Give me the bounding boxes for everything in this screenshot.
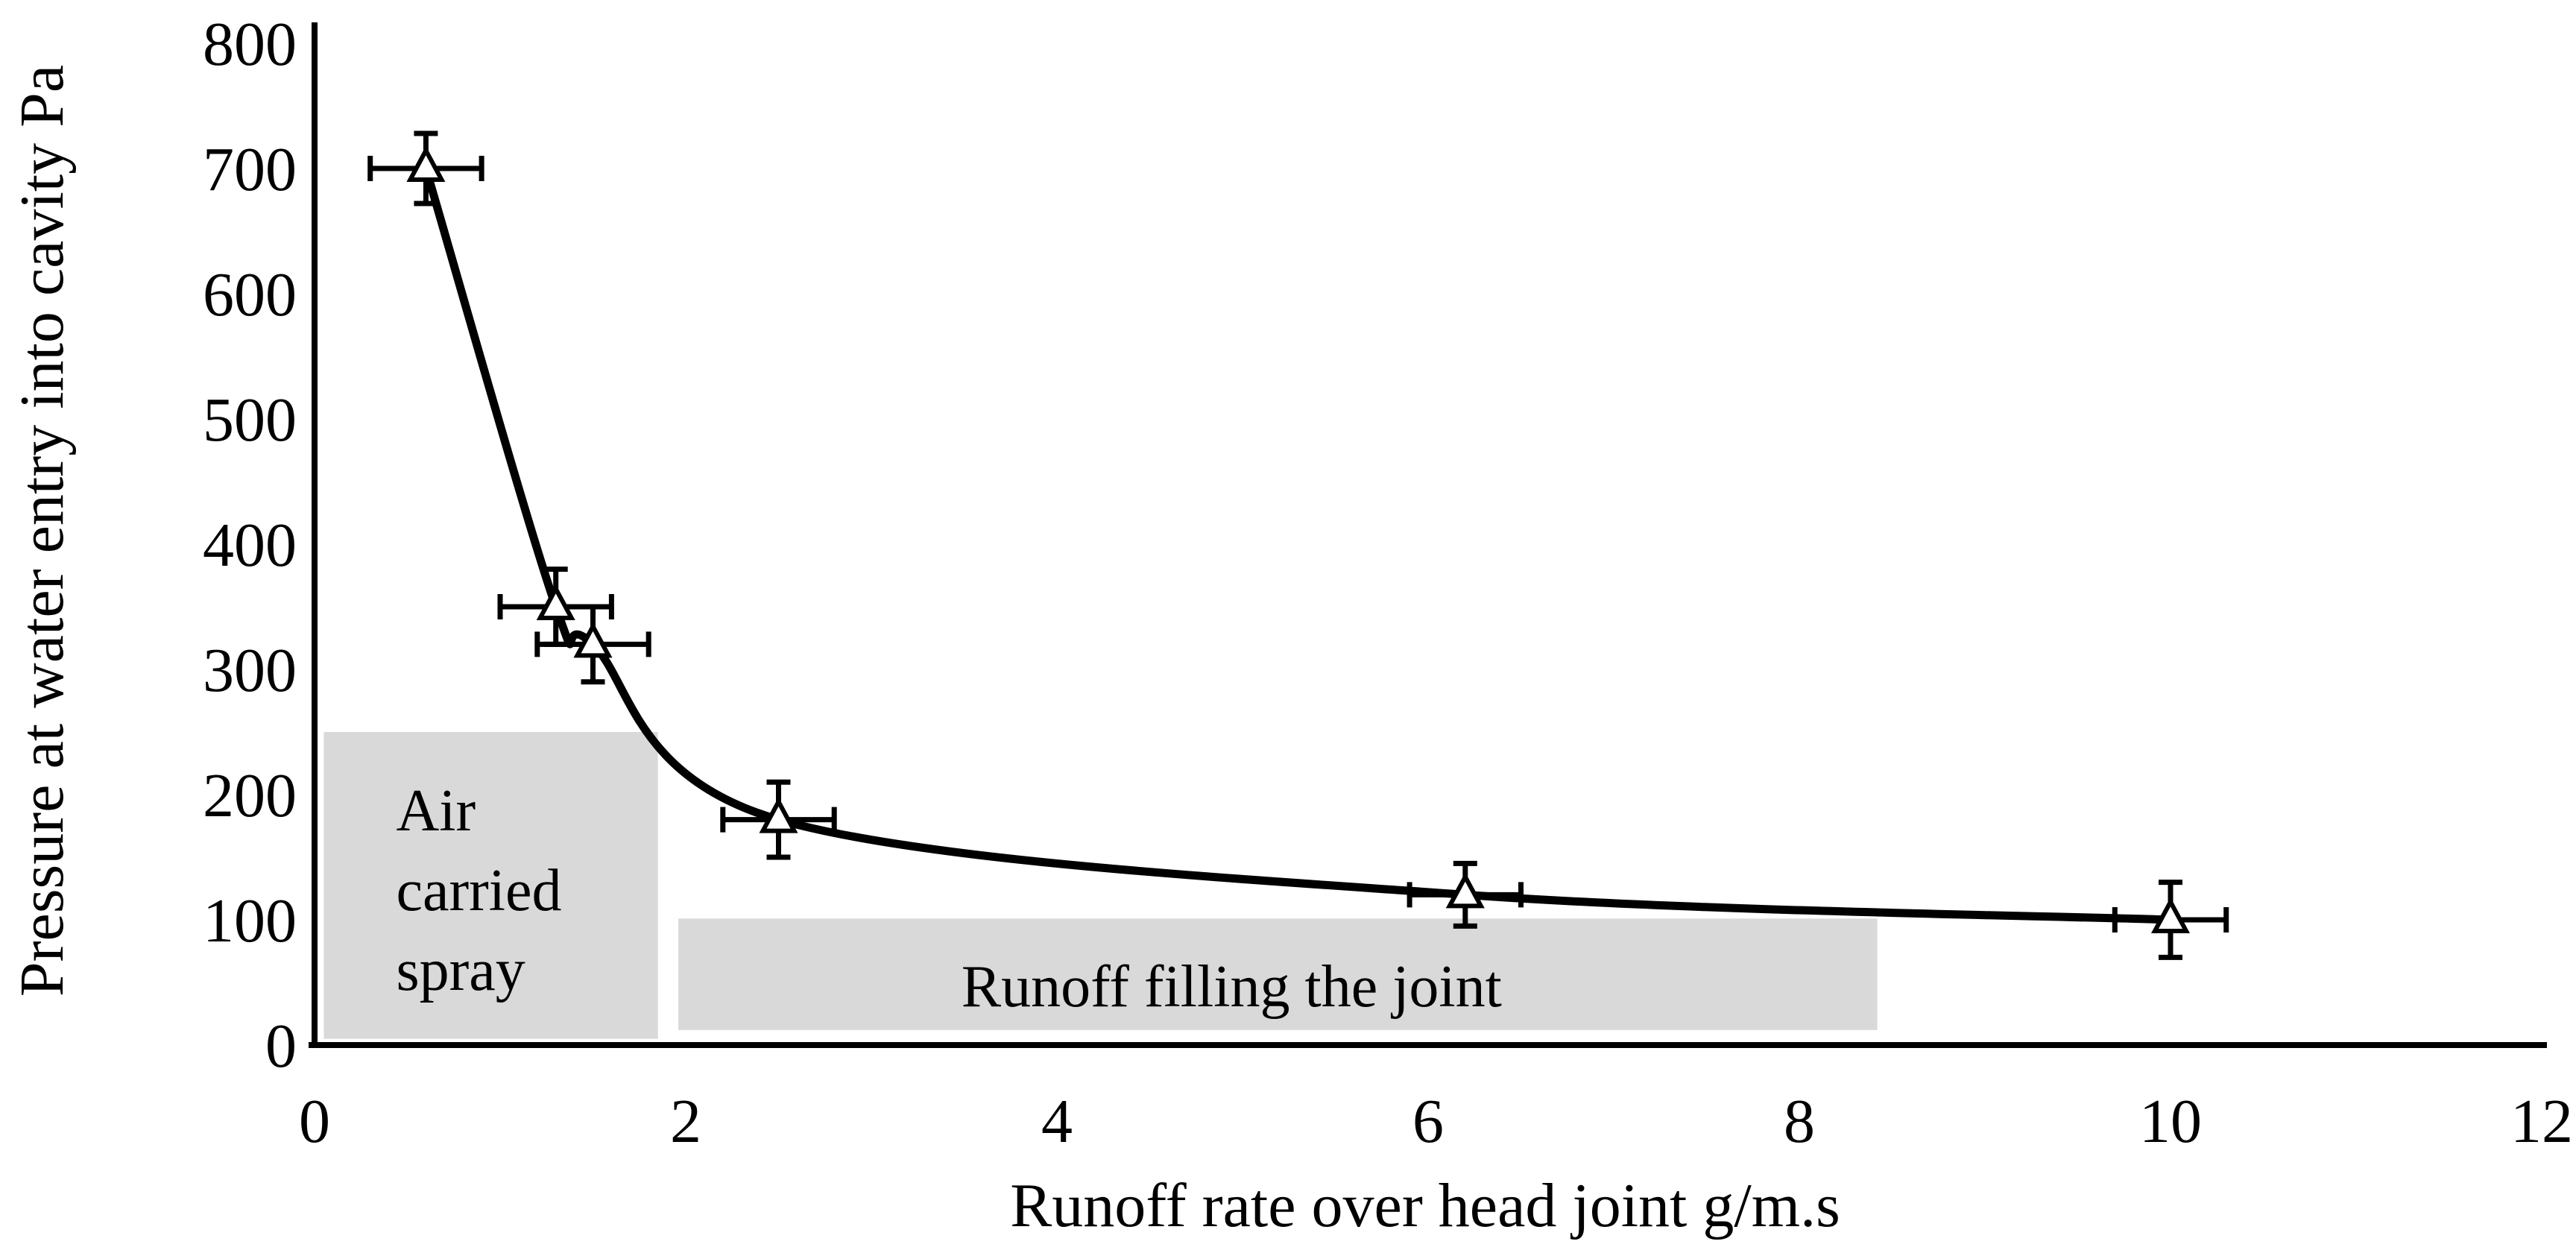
data-point-marker bbox=[2150, 897, 2191, 933]
x-tick-label: 0 bbox=[299, 1087, 330, 1156]
x-tick-label: 4 bbox=[1041, 1087, 1073, 1156]
region-label-air-carried-spray-line: carried bbox=[396, 858, 561, 924]
y-tick-label: 300 bbox=[203, 636, 297, 705]
y-tick-label: 500 bbox=[203, 385, 297, 455]
data-point-marker bbox=[536, 584, 575, 620]
x-tick-label: 8 bbox=[1784, 1087, 1815, 1156]
y-tick-label: 700 bbox=[203, 135, 297, 204]
y-tick-label: 100 bbox=[203, 886, 297, 956]
x-tick-label: 6 bbox=[1412, 1087, 1444, 1156]
x-tick-label: 12 bbox=[2510, 1087, 2573, 1156]
x-axis-title: Runoff rate over head joint g/m.s bbox=[1010, 1171, 1840, 1240]
y-tick-label: 400 bbox=[203, 511, 297, 580]
y-tick-label: 0 bbox=[265, 1012, 297, 1081]
y-axis-title: Pressure at water entry into cavity Pa bbox=[7, 65, 77, 997]
region-label-air-carried-spray-line: Air bbox=[396, 778, 476, 844]
region-label-runoff-filling-the-joint: Runoff filling the joint bbox=[962, 954, 1502, 1020]
y-tick-label: 200 bbox=[203, 761, 297, 830]
x-tick-label: 2 bbox=[670, 1087, 701, 1156]
fit-curve bbox=[422, 167, 2171, 924]
data-point-marker bbox=[573, 622, 613, 658]
x-tick-label: 10 bbox=[2139, 1087, 2202, 1156]
data-point-marker bbox=[1445, 872, 1485, 909]
y-tick-label: 600 bbox=[203, 260, 297, 329]
plot-region-air-carried-spray bbox=[323, 732, 658, 1039]
data-point-marker bbox=[759, 797, 798, 833]
plot-region-runoff-filling-the-joint bbox=[678, 918, 1878, 1030]
data-point-marker bbox=[406, 145, 446, 182]
region-label-air-carried-spray-line: spray bbox=[396, 938, 525, 1003]
y-tick-label: 800 bbox=[203, 10, 297, 79]
